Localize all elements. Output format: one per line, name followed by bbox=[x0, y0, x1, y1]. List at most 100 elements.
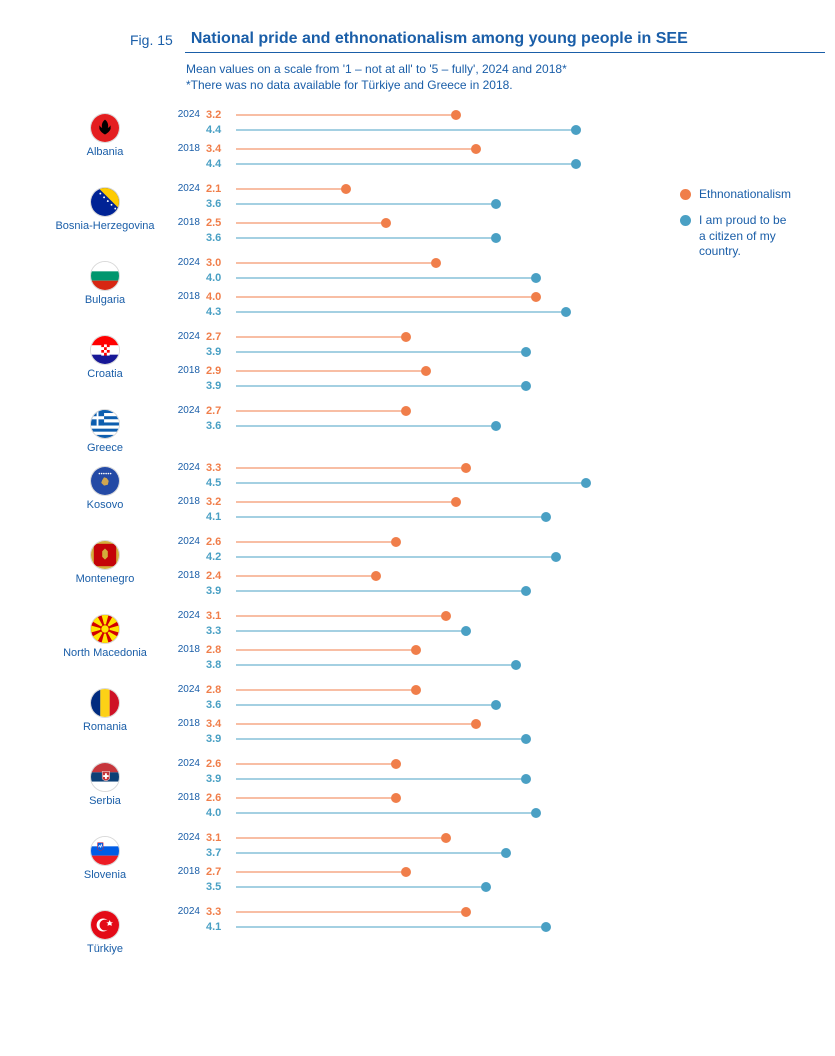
data-row: 4.1 bbox=[170, 919, 640, 934]
bar-dot bbox=[521, 347, 531, 357]
year-group: 20182.64.0 bbox=[170, 790, 640, 820]
bar-line bbox=[236, 425, 496, 426]
year-label: 2018 bbox=[170, 718, 206, 729]
year-label: 2018 bbox=[170, 644, 206, 655]
country-label-col: Bosnia-Herzegovina bbox=[40, 181, 170, 232]
bar-area bbox=[236, 509, 640, 524]
data-row: 4.5 bbox=[170, 475, 640, 490]
chart-legend: Ethnonationalism I am proud to bea citize… bbox=[680, 187, 795, 269]
flag-icon bbox=[90, 910, 120, 940]
country-name: Türkiye bbox=[87, 943, 123, 955]
bar-area bbox=[236, 805, 640, 820]
bar-line bbox=[236, 188, 346, 189]
bar-dot bbox=[461, 907, 471, 917]
bar-line bbox=[236, 797, 396, 798]
bar-line bbox=[236, 886, 486, 887]
year-label: 2024 bbox=[170, 257, 206, 268]
year-label: 2018 bbox=[170, 291, 206, 302]
value-label: 3.6 bbox=[206, 699, 236, 711]
bar-dot bbox=[491, 700, 501, 710]
value-label: 3.8 bbox=[206, 659, 236, 671]
value-label: 3.3 bbox=[206, 462, 236, 474]
bar-area bbox=[236, 418, 640, 433]
bar-line bbox=[236, 385, 526, 386]
value-label: 3.6 bbox=[206, 420, 236, 432]
value-label: 2.1 bbox=[206, 183, 236, 195]
data-row: 20182.6 bbox=[170, 790, 640, 805]
data-row: 20242.6 bbox=[170, 534, 640, 549]
flag-icon bbox=[90, 187, 120, 217]
flag-icon bbox=[90, 762, 120, 792]
value-label: 3.9 bbox=[206, 733, 236, 745]
bar-line bbox=[236, 837, 446, 838]
value-label: 2.7 bbox=[206, 405, 236, 417]
bar-area bbox=[236, 460, 640, 475]
bar-dot bbox=[491, 199, 501, 209]
bar-dot bbox=[391, 537, 401, 547]
value-label: 4.2 bbox=[206, 551, 236, 563]
year-label: 2024 bbox=[170, 462, 206, 473]
flag-icon bbox=[90, 409, 120, 439]
bar-line bbox=[236, 114, 456, 115]
year-group: 20243.13.3 bbox=[170, 608, 640, 638]
bar-dot bbox=[401, 332, 411, 342]
data-row: 20242.7 bbox=[170, 329, 640, 344]
flag-icon bbox=[90, 836, 120, 866]
chart-area: Albania20243.24.420183.44.4Bosnia-Herzeg… bbox=[40, 107, 795, 961]
year-label: 2018 bbox=[170, 143, 206, 154]
bar-area bbox=[236, 904, 640, 919]
year-group: 20243.13.7 bbox=[170, 830, 640, 860]
bar-line bbox=[236, 911, 466, 912]
bar-line bbox=[236, 615, 446, 616]
data-row: 3.6 bbox=[170, 418, 640, 433]
country-rows: 20242.83.620183.43.9 bbox=[170, 682, 640, 750]
country-label-col: Slovenia bbox=[40, 830, 170, 881]
value-label: 3.3 bbox=[206, 906, 236, 918]
value-label: 3.9 bbox=[206, 773, 236, 785]
data-row: 20242.1 bbox=[170, 181, 640, 196]
legend-label: Ethnonationalism bbox=[699, 187, 791, 203]
year-group: 20182.93.9 bbox=[170, 363, 640, 393]
bar-area bbox=[236, 771, 640, 786]
bar-area bbox=[236, 830, 640, 845]
legend-item: Ethnonationalism bbox=[680, 187, 795, 203]
data-row: 3.6 bbox=[170, 196, 640, 211]
bar-dot bbox=[481, 882, 491, 892]
bar-line bbox=[236, 467, 466, 468]
legend-label: I am proud to bea citizen of my country. bbox=[699, 213, 795, 260]
bar-area bbox=[236, 919, 640, 934]
bar-line bbox=[236, 222, 386, 223]
data-row: 20242.6 bbox=[170, 756, 640, 771]
year-group: 20242.73.9 bbox=[170, 329, 640, 359]
country-label-col: Montenegro bbox=[40, 534, 170, 585]
country-name: North Macedonia bbox=[63, 647, 147, 659]
bar-line bbox=[236, 763, 396, 764]
bar-line bbox=[236, 277, 536, 278]
bar-dot bbox=[521, 586, 531, 596]
bar-dot bbox=[471, 144, 481, 154]
data-row: 20243.0 bbox=[170, 255, 640, 270]
value-label: 3.0 bbox=[206, 257, 236, 269]
country-rows: 20243.13.720182.73.5 bbox=[170, 830, 640, 898]
bar-dot bbox=[501, 848, 511, 858]
country-label-col: Türkiye bbox=[40, 904, 170, 955]
value-label: 4.0 bbox=[206, 272, 236, 284]
bar-dot bbox=[541, 922, 551, 932]
country-label-col: Serbia bbox=[40, 756, 170, 807]
data-row: 4.2 bbox=[170, 549, 640, 564]
year-group: 20243.24.4 bbox=[170, 107, 640, 137]
flag-icon bbox=[90, 540, 120, 570]
bar-dot bbox=[551, 552, 561, 562]
data-row: 20183.4 bbox=[170, 716, 640, 731]
bar-line bbox=[236, 482, 586, 483]
bar-area bbox=[236, 716, 640, 731]
value-label: 4.5 bbox=[206, 477, 236, 489]
bar-dot bbox=[461, 463, 471, 473]
bar-line bbox=[236, 649, 416, 650]
year-group: 20243.34.1 bbox=[170, 904, 640, 934]
bar-area bbox=[236, 568, 640, 583]
data-row: 3.8 bbox=[170, 657, 640, 672]
value-label: 3.9 bbox=[206, 585, 236, 597]
value-label: 3.4 bbox=[206, 718, 236, 730]
bar-dot bbox=[581, 478, 591, 488]
